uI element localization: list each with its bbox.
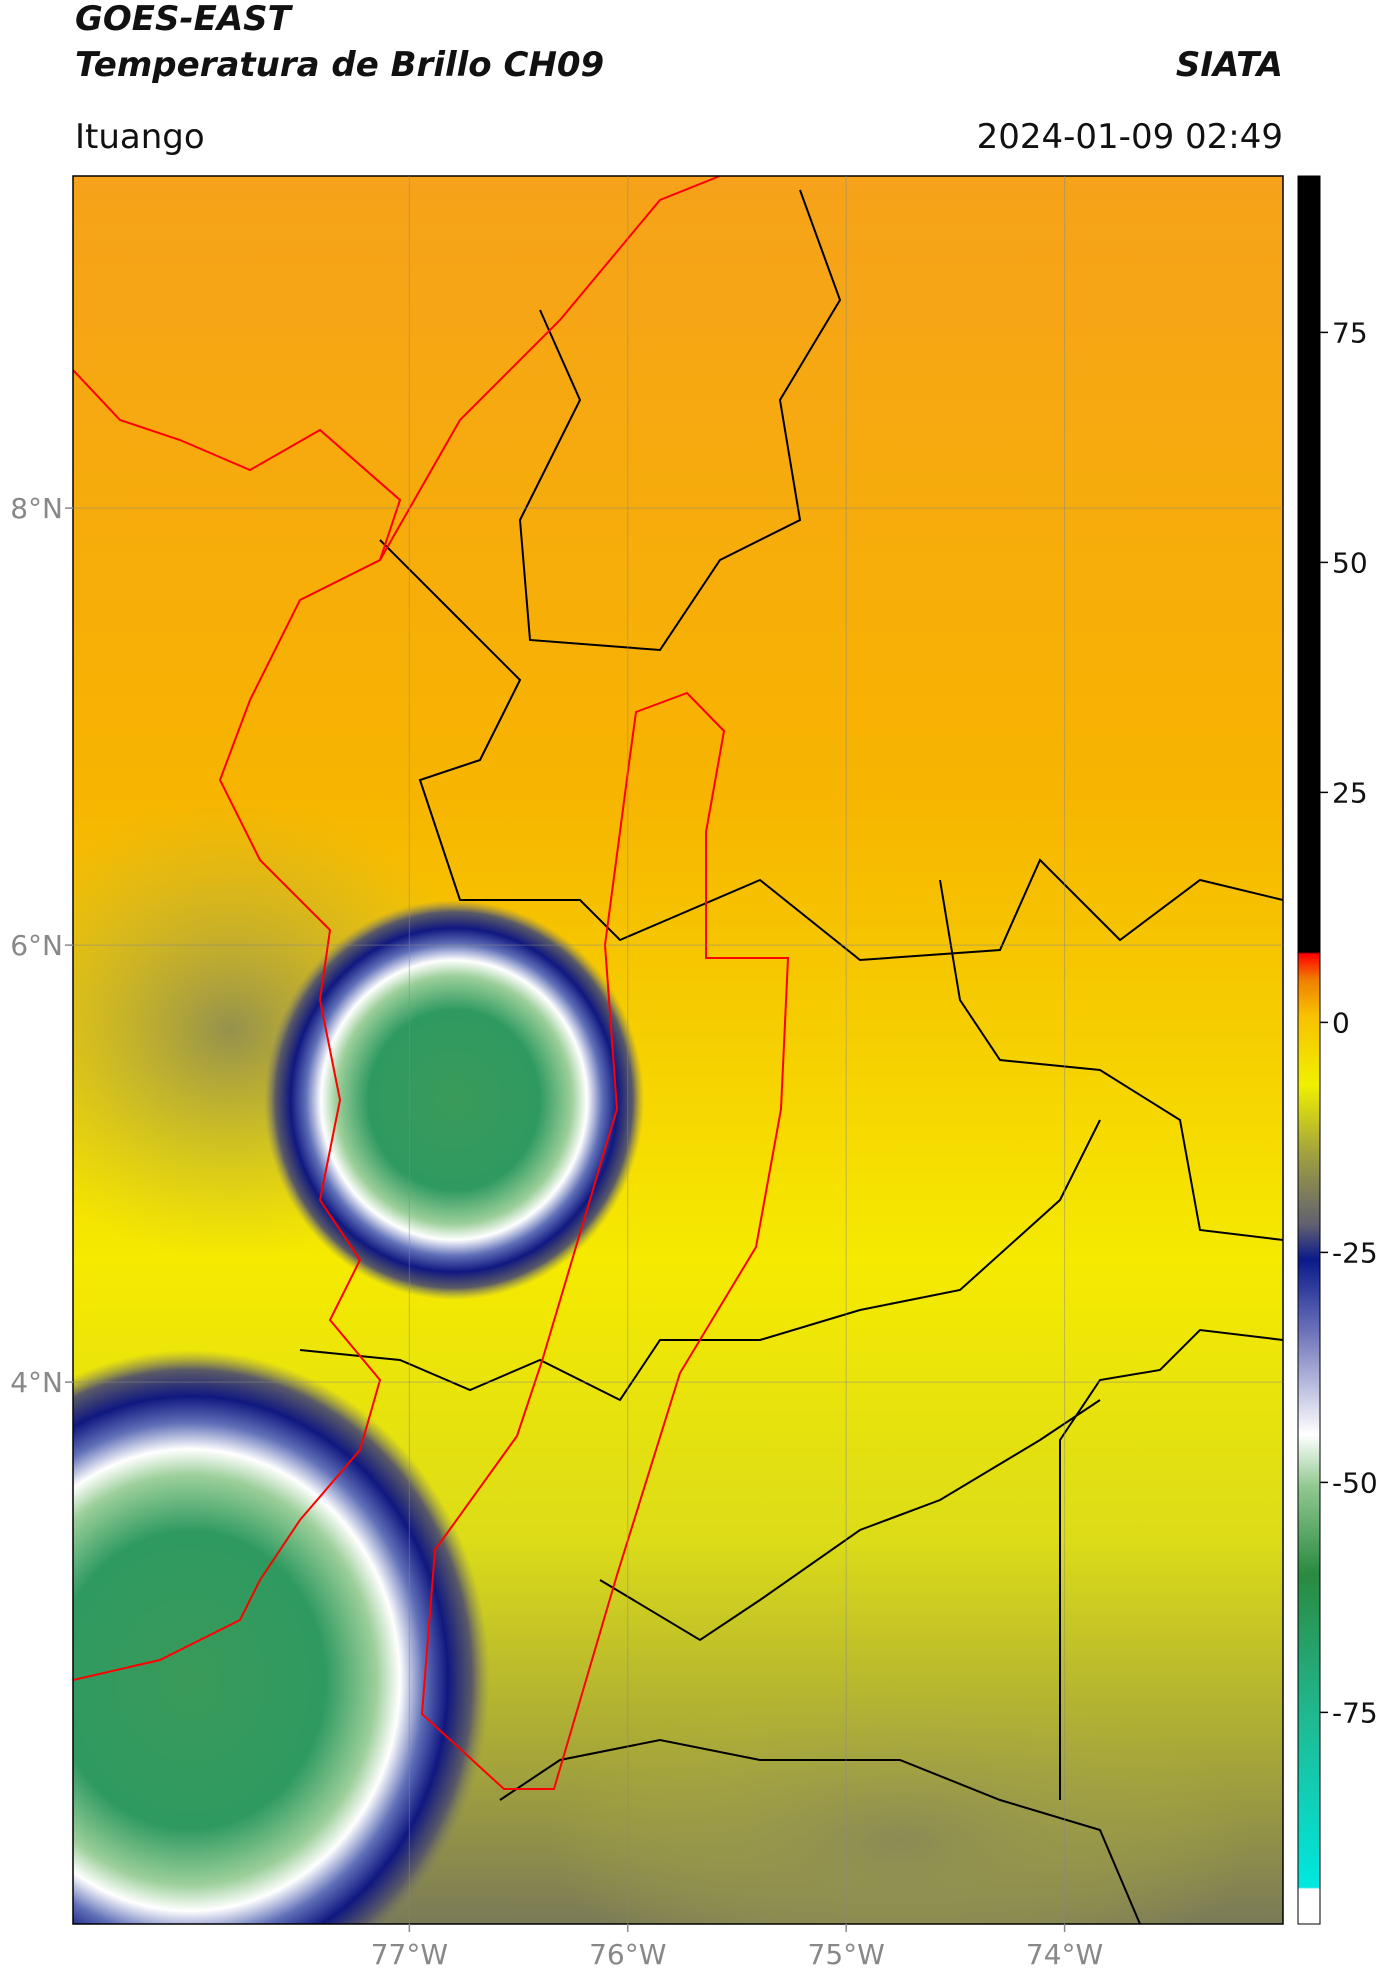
x-tick-label: 77°W bbox=[371, 1938, 448, 1971]
department-outline bbox=[420, 691, 790, 1790]
colorbar bbox=[1297, 175, 1321, 1925]
map-frame bbox=[72, 175, 1284, 1925]
boundary bbox=[599, 1399, 1101, 1642]
x-tick-label: 75°W bbox=[808, 1938, 885, 1971]
subtitle: Temperatura de Brillo CH09 bbox=[75, 45, 604, 85]
location: Ituango bbox=[75, 117, 205, 157]
coastline bbox=[73, 369, 402, 1681]
colorbar-tick-label: 25 bbox=[1332, 776, 1368, 809]
haze bbox=[550, 1680, 1250, 1924]
colorbar-tick-label: -50 bbox=[1332, 1466, 1378, 1499]
x-tick-label: 74°W bbox=[1026, 1938, 1103, 1971]
storm-cell bbox=[264, 900, 644, 1300]
boundary bbox=[1059, 1328, 1283, 1800]
y-tick-label: 8°N bbox=[10, 492, 63, 525]
colorbar-tick-label: -75 bbox=[1332, 1696, 1378, 1729]
colorbar-tick-label: -25 bbox=[1332, 1236, 1378, 1269]
x-tick-label: 76°W bbox=[589, 1938, 666, 1971]
storm-cell bbox=[73, 1350, 490, 1924]
organization: SIATA bbox=[1176, 45, 1283, 85]
colorbar-tick-label: 0 bbox=[1332, 1006, 1350, 1039]
boundary bbox=[518, 189, 842, 652]
graticule: 77°W 76°W 75°W 74°W 8°N 6°N 4°N bbox=[10, 176, 1283, 1971]
timestamp: 2024-01-09 02:49 bbox=[977, 117, 1283, 157]
coastline bbox=[379, 176, 721, 561]
y-tick-label: 4°N bbox=[10, 1366, 63, 1399]
colorbar-tick-label: 75 bbox=[1332, 316, 1368, 349]
title: GOES-EAST bbox=[75, 0, 294, 39]
boundary bbox=[379, 539, 1283, 962]
boundary bbox=[299, 1119, 1101, 1402]
y-tick-label: 6°N bbox=[10, 929, 63, 962]
map-imagery bbox=[73, 176, 1283, 1924]
boundary bbox=[499, 1738, 1141, 1924]
colorbar-tick-label: 50 bbox=[1332, 546, 1368, 579]
boundary bbox=[939, 879, 1283, 1241]
